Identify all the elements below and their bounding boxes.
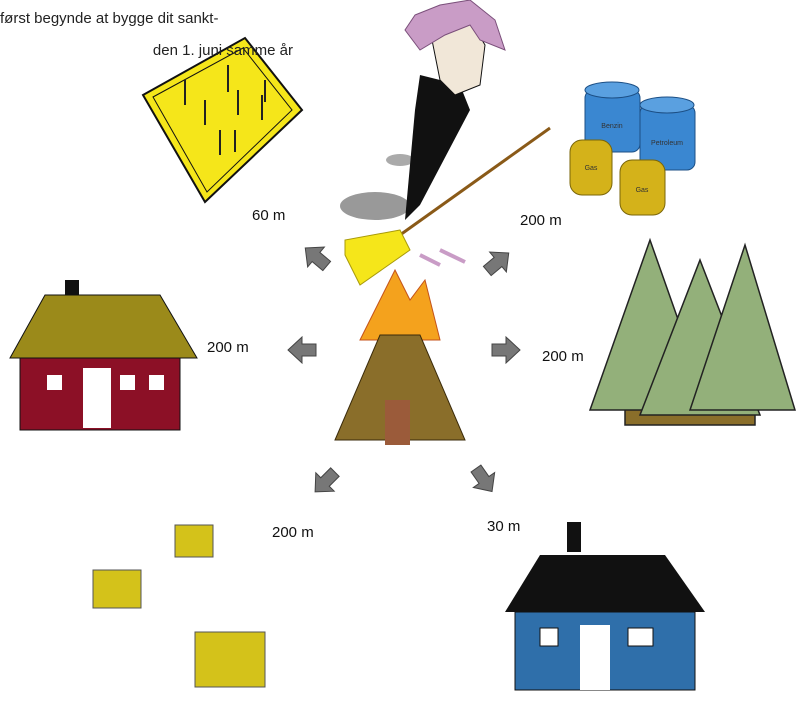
red-house	[10, 280, 197, 430]
hay-bales	[93, 525, 265, 687]
distance-label: 200 m	[272, 524, 314, 541]
distance-label: 200 m	[542, 348, 584, 365]
barrel-label: Gas	[585, 165, 598, 172]
fuel-barrels: Benzin Petroleum Gas Gas	[570, 82, 695, 215]
forest	[590, 240, 795, 425]
intro-text: den 1. juni samme år	[153, 42, 293, 59]
distance-label: 60 m	[252, 207, 285, 224]
bonfire	[335, 270, 465, 445]
barrel-label: Gas	[636, 187, 649, 194]
barrel-label: Petroleum	[651, 140, 683, 147]
wheat-field	[143, 38, 302, 202]
distance-label: 200 m	[207, 339, 249, 356]
illustration: først begynde at bygge dit sankt- den 1.…	[0, 0, 796, 707]
distance-label: 30 m	[487, 518, 520, 535]
barrel-label: Benzin	[601, 123, 623, 130]
distance-label: 200 m	[520, 212, 562, 229]
intro-text: først begynde at bygge dit sankt-	[0, 10, 218, 27]
blue-house	[505, 522, 705, 690]
witch	[340, 0, 550, 285]
